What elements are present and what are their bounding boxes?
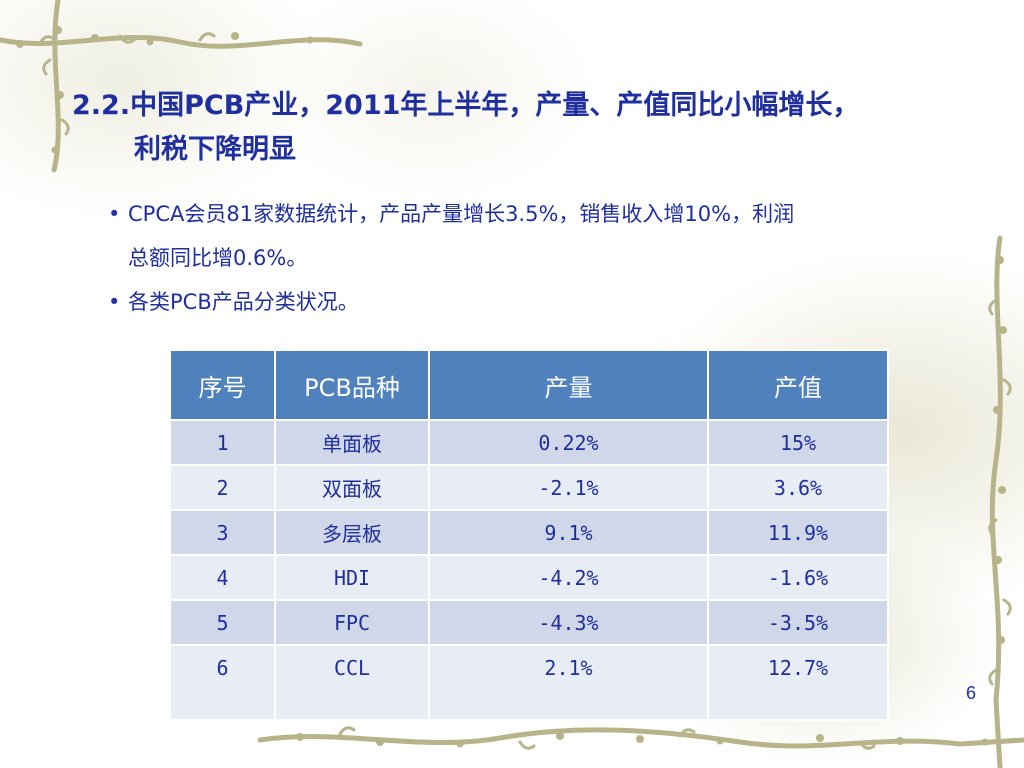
header-cell-output: 产量 <box>428 349 709 421</box>
cell-output: -2.1% <box>428 464 709 511</box>
cell-value: 3.6% <box>707 464 889 511</box>
cell-type: 单面板 <box>274 419 430 466</box>
cell-index: 1 <box>169 419 276 466</box>
slide-title: 2.2.中国PCB产业，2011年上半年，产量、产值同比小幅增长， 利税下降明显 <box>72 84 1012 172</box>
table-row: 2 双面板 -2.1% 3.6% <box>169 464 889 511</box>
title-line-1: 2.2.中国PCB产业，2011年上半年，产量、产值同比小幅增长， <box>72 90 860 121</box>
table-row: 1 单面板 0.22% 15% <box>169 419 889 466</box>
header-cell-value: 产值 <box>707 349 889 421</box>
bullet-text-line-1: CPCA会员81家数据统计，产品产量增长3.5%，销售收入增10%，利润 <box>128 202 795 226</box>
cell-type: FPC <box>274 599 430 646</box>
bullet-item: • CPCA会员81家数据统计，产品产量增长3.5%，销售收入增10%，利润 总… <box>108 192 978 280</box>
cell-index: 2 <box>169 464 276 511</box>
cell-output: 0.22% <box>428 419 709 466</box>
title-line-2: 利税下降明显 <box>134 134 296 165</box>
cell-value: -1.6% <box>707 554 889 601</box>
bullet-dot: • <box>108 202 121 226</box>
table-row: 3 多层板 9.1% 11.9% <box>169 509 889 556</box>
cell-index: 5 <box>169 599 276 646</box>
pcb-data-table: 序号 PCB品种 产量 产值 1 单面板 0.22% 15% 2 双面板 -2.… <box>169 349 889 721</box>
bullet-item: • 各类PCB产品分类状况。 <box>108 280 978 324</box>
cell-type: 多层板 <box>274 509 430 556</box>
header-cell-index: 序号 <box>169 349 276 421</box>
bullet-dot: • <box>108 290 121 314</box>
table-row: 5 FPC -4.3% -3.5% <box>169 599 889 646</box>
cell-output: 2.1% <box>428 644 709 721</box>
page-number: 6 <box>966 683 977 703</box>
cell-output: -4.2% <box>428 554 709 601</box>
cell-index: 4 <box>169 554 276 601</box>
bullet-list: • CPCA会员81家数据统计，产品产量增长3.5%，销售收入增10%，利润 总… <box>108 192 978 324</box>
cell-value: 15% <box>707 419 889 466</box>
cell-index: 3 <box>169 509 276 556</box>
table-header-row: 序号 PCB品种 产量 产值 <box>169 349 889 421</box>
cell-type: HDI <box>274 554 430 601</box>
cell-output: 9.1% <box>428 509 709 556</box>
cell-value: -3.5% <box>707 599 889 646</box>
cell-type: 双面板 <box>274 464 430 511</box>
cell-output: -4.3% <box>428 599 709 646</box>
cell-value: 11.9% <box>707 509 889 556</box>
header-cell-type: PCB品种 <box>274 349 430 421</box>
cell-value: 12.7% <box>707 644 889 721</box>
table-row: 6 CCL 2.1% 12.7% <box>169 644 889 721</box>
cell-type: CCL <box>274 644 430 721</box>
table-row: 4 HDI -4.2% -1.6% <box>169 554 889 601</box>
cell-index: 6 <box>169 644 276 721</box>
bullet-text-line-1: 各类PCB产品分类状况。 <box>128 290 359 314</box>
bullet-text-line-2: 总额同比增0.6%。 <box>128 246 308 270</box>
